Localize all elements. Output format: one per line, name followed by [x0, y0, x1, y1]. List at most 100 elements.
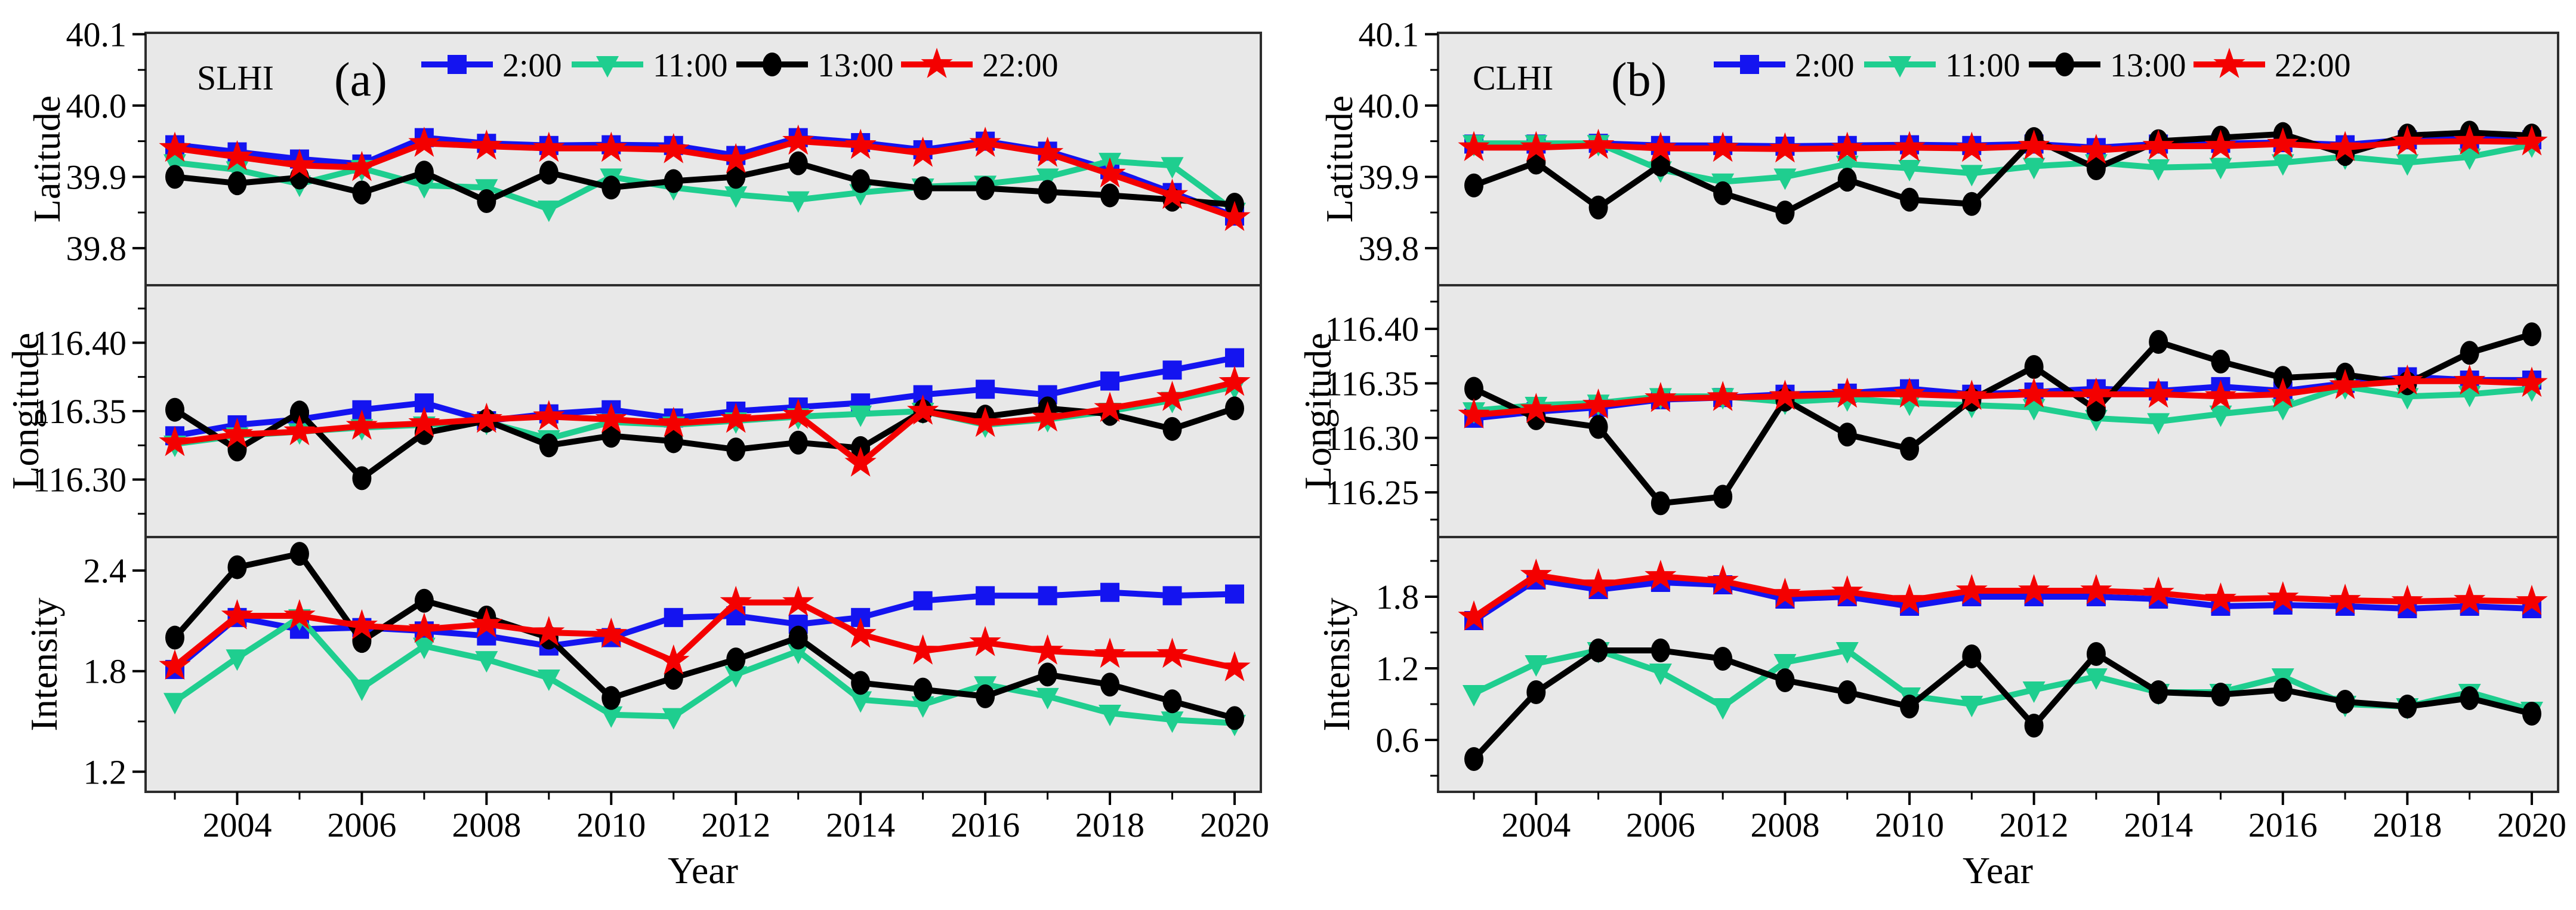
legend-item-13-00: 13:00 [2029, 47, 2186, 84]
series-22-00 [1458, 124, 2548, 164]
svg-text:116.40: 116.40 [1325, 310, 1419, 348]
svg-text:2012: 2012 [701, 806, 770, 844]
svg-text:40.1: 40.1 [1359, 15, 1420, 54]
x-axis: 2004 2006 2008 2010 2012 2014 2016 2018 2020 Year [174, 792, 1269, 892]
svg-text:116.35: 116.35 [1325, 364, 1419, 403]
panel-slhi: 40.140.039.939.8Latitude116.40116.35116.… [4, 15, 1269, 892]
svg-text:2018: 2018 [1075, 806, 1144, 844]
svg-text:11:00: 11:00 [1945, 47, 2020, 84]
panel-title: SLHI [197, 58, 274, 97]
svg-text:2020: 2020 [1200, 806, 1269, 844]
y-tick-labels: 116.40 116.35 116.30 [33, 323, 127, 499]
series-13-00 [165, 151, 1244, 217]
series-22-00 [159, 585, 1251, 681]
series-13-00 [1464, 638, 2541, 771]
svg-text:2012: 2012 [2000, 806, 2069, 844]
y-tick-labels: 1.8 1.2 0.6 [1376, 578, 1420, 760]
legend-item-22-00: 22:00 [2194, 47, 2351, 84]
svg-text:2.4: 2.4 [84, 551, 127, 590]
legend-item-11-00: 11:00 [1864, 47, 2020, 84]
svg-text:11:00: 11:00 [653, 47, 727, 84]
svg-text:39.8: 39.8 [66, 229, 127, 268]
svg-text:2014: 2014 [826, 806, 895, 844]
y-axis-label: Longitude [1297, 332, 1339, 489]
y-axis-ticks [132, 307, 146, 515]
y-axis-ticks [132, 569, 146, 773]
svg-text:1.2: 1.2 [84, 752, 127, 791]
y-axis-label: Latitude [1318, 95, 1361, 223]
svg-text:116.30: 116.30 [33, 461, 127, 499]
svg-text:0.6: 0.6 [1376, 721, 1420, 760]
series-22-00 [159, 365, 1251, 477]
subplot-slhi-intensity: 2.4 1.8 1.2 Intensity [23, 536, 1262, 793]
legend: 2:00 11:00 13:00 22:00 [421, 47, 1059, 84]
y-axis-label: Latitude [26, 95, 68, 223]
svg-text:40.0: 40.0 [66, 87, 127, 125]
svg-text:2018: 2018 [2373, 806, 2442, 844]
svg-text:22:00: 22:00 [982, 47, 1059, 84]
y-axis-label: Longitude [4, 332, 47, 489]
series-22-00 [1458, 559, 2548, 631]
svg-text:2004: 2004 [1501, 806, 1571, 844]
svg-text:2:00: 2:00 [1795, 47, 1855, 84]
y-axis-ticks [1425, 300, 1438, 521]
panel-tag: (b) [1611, 54, 1667, 106]
series-22-00 [159, 124, 1251, 232]
y-tick-labels: 40.1 40.0 39.9 39.8 [66, 15, 127, 267]
svg-text:2006: 2006 [327, 806, 396, 844]
subplot-slhi-latitude: 40.1 40.0 39.9 39.8 Latitude [26, 15, 1262, 286]
svg-text:39.9: 39.9 [1359, 158, 1420, 196]
svg-text:2008: 2008 [452, 806, 521, 844]
x-axis-label: Year [1963, 849, 2033, 892]
y-axis-ticks [132, 33, 146, 249]
svg-text:40.0: 40.0 [1359, 87, 1420, 125]
svg-text:2016: 2016 [951, 806, 1020, 844]
x-axis: 2004 2006 2008 2010 2012 2014 2016 2018 2020 Year [1473, 792, 2566, 892]
svg-text:1.8: 1.8 [84, 652, 127, 691]
svg-text:1.2: 1.2 [1376, 649, 1420, 688]
svg-text:2:00: 2:00 [502, 47, 562, 84]
y-tick-labels: 40.1 40.0 39.9 39.8 [1359, 15, 1420, 267]
svg-text:2004: 2004 [202, 806, 272, 844]
svg-text:1.8: 1.8 [1376, 578, 1420, 616]
svg-text:116.30: 116.30 [1325, 419, 1419, 458]
svg-text:40.1: 40.1 [66, 15, 127, 54]
svg-text:2010: 2010 [1875, 806, 1944, 844]
y-axis-ticks [1425, 560, 1438, 777]
subplot-clhi-intensity: 1.8 1.2 0.6 Intensity [1315, 536, 2559, 793]
legend-item-2-00: 2:00 [421, 47, 562, 84]
legend-item-13-00: 13:00 [736, 47, 894, 84]
svg-text:2010: 2010 [576, 806, 646, 844]
svg-text:116.40: 116.40 [33, 323, 127, 362]
panel-tag: (a) [334, 54, 387, 106]
svg-text:39.8: 39.8 [1359, 229, 1420, 268]
svg-text:13:00: 13:00 [2110, 47, 2186, 84]
svg-text:22:00: 22:00 [2275, 47, 2351, 84]
svg-text:2016: 2016 [2248, 806, 2318, 844]
series-22-00 [1458, 364, 2548, 428]
legend: 2:00 11:00 13:00 22:00 [1714, 47, 2351, 84]
legend-item-11-00: 11:00 [572, 47, 727, 84]
y-axis-ticks [1425, 33, 1438, 249]
legend-item-22-00: 22:00 [901, 47, 1059, 84]
panel-clhi: 40.140.039.939.8Latitude116.40116.35116.… [1297, 15, 2566, 892]
svg-text:2006: 2006 [1626, 806, 1695, 844]
svg-text:2014: 2014 [2124, 806, 2193, 844]
svg-text:2008: 2008 [1750, 806, 1819, 844]
panel-title: CLHI [1473, 58, 1553, 97]
svg-text:116.35: 116.35 [33, 392, 127, 431]
legend-item-2-00: 2:00 [1714, 47, 1855, 84]
y-tick-labels: 2.4 1.8 1.2 [84, 551, 127, 791]
x-axis-label: Year [668, 849, 738, 892]
svg-text:2020: 2020 [2497, 806, 2566, 844]
y-tick-labels: 116.40 116.35 116.30 116.25 [1325, 310, 1419, 512]
svg-text:39.9: 39.9 [66, 158, 127, 196]
y-axis-label: Intensity [1315, 598, 1358, 732]
svg-text:13:00: 13:00 [817, 47, 894, 84]
y-axis-label: Intensity [23, 598, 65, 732]
svg-text:116.25: 116.25 [1325, 473, 1419, 512]
